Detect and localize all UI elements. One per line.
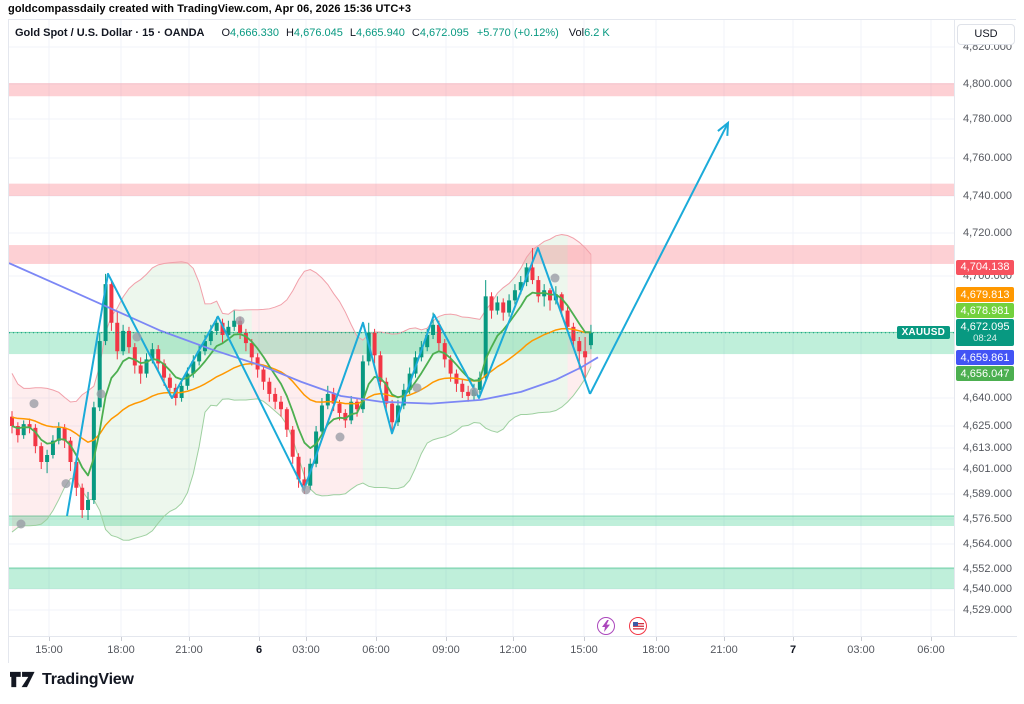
time-tick-label: 7	[789, 644, 797, 656]
price-tick-label: 4,552.000	[963, 563, 1012, 575]
time-tick-mark	[584, 637, 585, 641]
economic-event-lightning[interactable]	[597, 617, 615, 635]
close-value: 4,672.095	[419, 27, 469, 39]
time-tick-label: 18:00	[107, 644, 135, 656]
price-tick-label: 4,760.000	[963, 152, 1012, 164]
open-value: 4,666.330	[230, 27, 279, 39]
slow-ma-line	[9, 262, 599, 405]
time-tick-mark	[656, 637, 657, 641]
price-tick-label: 4,564.000	[963, 538, 1012, 550]
low-label: L	[349, 27, 356, 39]
chart-canvas[interactable]	[9, 20, 1017, 664]
attribution-text: goldcompassdaily created with TradingVie…	[8, 3, 412, 15]
price-tick-label: 4,625.000	[963, 420, 1012, 432]
time-tick-mark	[446, 637, 447, 641]
price-tick-label: 4,720.000	[963, 227, 1012, 239]
time-tick-label: 21:00	[175, 644, 203, 656]
tradingview-footer[interactable]: TradingView	[10, 669, 134, 690]
time-tick-label: 06:00	[917, 644, 945, 656]
symbol-price-chip: XAUUSD	[896, 325, 950, 339]
moving-averages	[9, 262, 599, 477]
tradingview-logo-icon	[10, 671, 35, 688]
lightning-icon	[602, 620, 610, 632]
time-tick-mark	[189, 637, 190, 641]
time-tick-label: 12:00	[499, 644, 527, 656]
price-tick-label: 4,740.000	[963, 190, 1012, 202]
time-tick-label: 03:00	[292, 644, 320, 656]
economic-event-us-flag[interactable]	[629, 617, 647, 635]
tradingview-logo-text: TradingView	[42, 670, 134, 688]
volume-value: 6.2 K	[584, 27, 610, 39]
time-tick-mark	[513, 637, 514, 641]
price-tick-label: 4,589.000	[963, 488, 1012, 500]
high-value: 4,676.045	[293, 27, 343, 39]
price-tick-label: 4,800.000	[963, 78, 1012, 90]
volume-label: Vol	[568, 27, 585, 39]
time-tick-label: 21:00	[710, 644, 738, 656]
time-axis[interactable]: 15:00 18:00 21:00 6 03:00 06:00 09:00 12:00 15:0…	[9, 636, 1017, 665]
price-tick-label: 4,529.000	[963, 604, 1012, 616]
low-value: 4,665.940	[355, 27, 405, 39]
price-tick-label: 4,540.000	[963, 583, 1012, 595]
time-tick-label: 03:00	[847, 644, 875, 656]
us-flag-icon	[632, 621, 644, 631]
time-tick-mark	[724, 637, 725, 641]
pivot-dots	[16, 273, 560, 529]
price-tick-label: 4,640.000	[963, 392, 1012, 404]
time-tick-mark	[259, 637, 260, 641]
price-tick-label: 4,613.000	[963, 442, 1012, 454]
time-tick-label: 09:00	[432, 644, 460, 656]
ma-green-label: 4,678.981	[956, 303, 1014, 319]
band-lower-label: 4,656.047	[956, 366, 1014, 382]
zigzag-projection[interactable]	[66, 120, 730, 517]
symbol-legend: Gold Spot / U.S. Dollar · 15 · OANDA O4,6…	[15, 27, 610, 39]
last-price-label: 4,672.095 08:24	[956, 319, 1014, 347]
currency-button[interactable]: USD	[957, 24, 1015, 45]
price-tick-label: 4,601.000	[963, 463, 1012, 475]
ma-blue-label: 4,659.861	[956, 350, 1014, 366]
time-tick-mark	[306, 637, 307, 641]
close-label: C	[411, 27, 420, 39]
open-label: O	[221, 27, 231, 39]
ma-orange-label: 4,679.813	[956, 287, 1014, 303]
time-tick-mark	[121, 637, 122, 641]
price-tick-label: 4,576.500	[963, 513, 1012, 525]
price-tick-label: 4,780.000	[963, 113, 1012, 125]
time-tick-label: 15:00	[35, 644, 63, 656]
time-tick-mark	[861, 637, 862, 641]
time-tick-label: 18:00	[642, 644, 670, 656]
symbol-title[interactable]: Gold Spot / U.S. Dollar · 15 · OANDA	[15, 27, 205, 39]
time-tick-label: 6	[255, 644, 263, 656]
chart-widget: Gold Spot / U.S. Dollar · 15 · OANDA O4,6…	[8, 19, 1017, 665]
band-upper-label: 4,704.138	[956, 259, 1014, 275]
time-tick-mark	[49, 637, 50, 641]
change-value: +5.770 (+0.12%)	[476, 27, 559, 39]
time-tick-mark	[376, 637, 377, 641]
time-tick-label: 06:00	[362, 644, 390, 656]
grid-lines	[9, 20, 954, 636]
time-tick-label: 15:00	[570, 644, 598, 656]
time-tick-mark	[793, 637, 794, 641]
time-tick-mark	[931, 637, 932, 641]
high-label: H	[285, 27, 294, 39]
